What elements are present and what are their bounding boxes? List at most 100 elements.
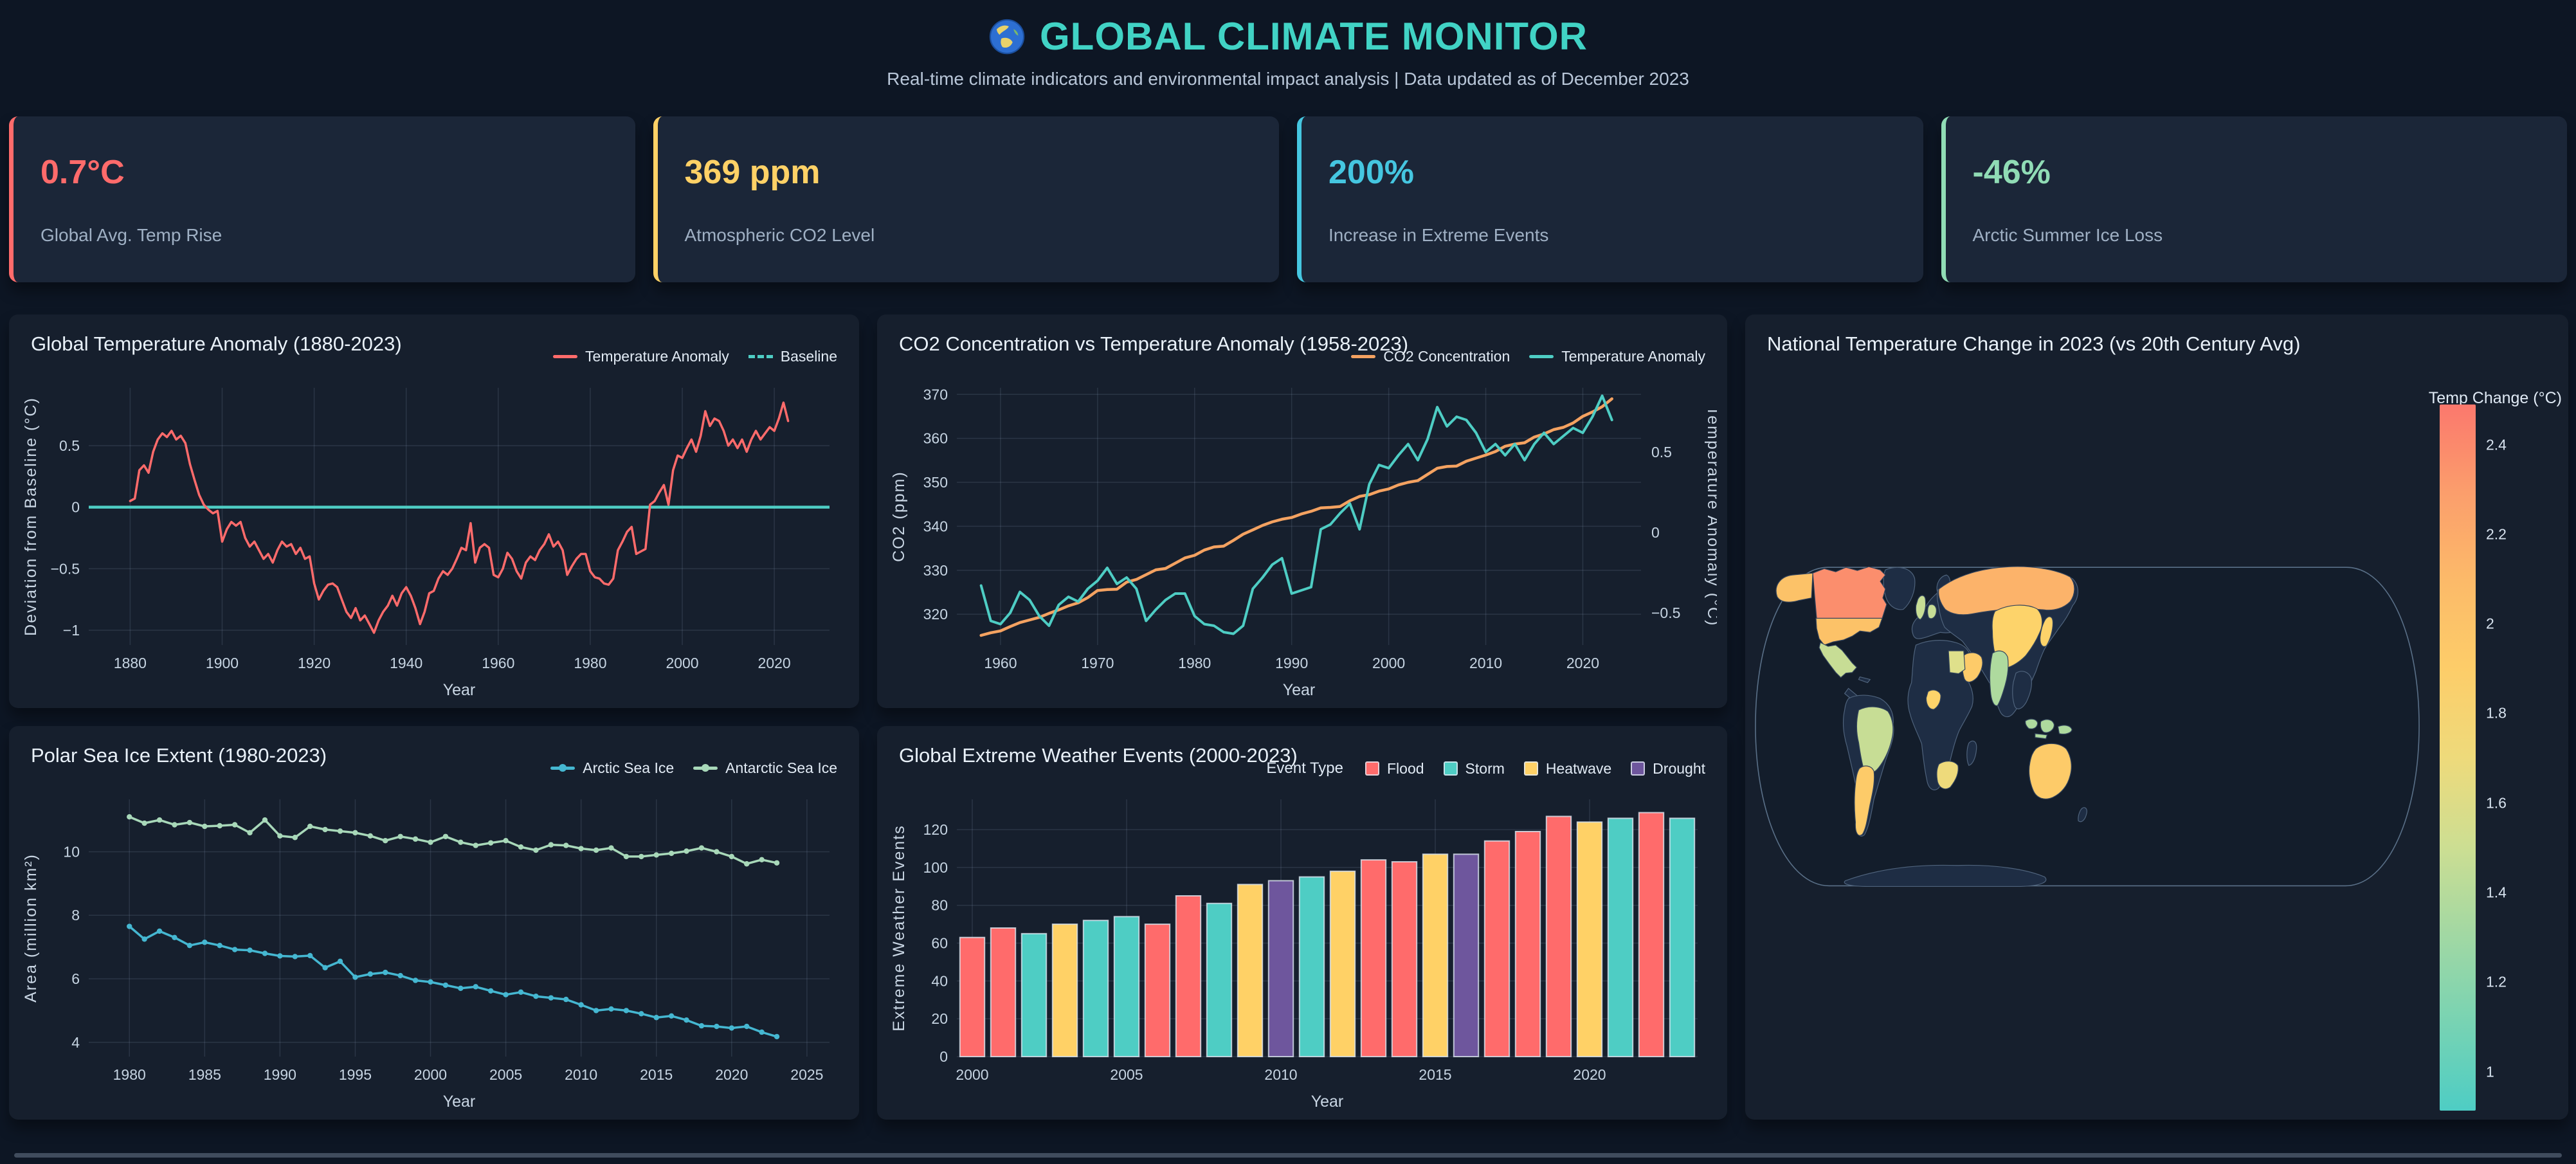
- svg-text:2000: 2000: [1372, 655, 1405, 671]
- colorbar-ticks: 1 1.2 1.4 1.6 1.8 2 2.2 2.4: [2477, 405, 2531, 1111]
- land-indochina: [2012, 671, 2032, 709]
- svg-text:1985: 1985: [188, 1066, 221, 1083]
- legend-label: CO2 Concentration: [1383, 348, 1510, 365]
- country-egypt[interactable]: [1948, 650, 1966, 675]
- chart-card-world-map: National Temperature Change in 2023 (vs …: [1745, 314, 2568, 1120]
- globe-icon: [988, 18, 1026, 55]
- stat-label: Global Avg. Temp Rise: [41, 225, 222, 245]
- svg-text:1900: 1900: [206, 655, 239, 671]
- country-australia[interactable]: [2028, 743, 2072, 799]
- line-swatch: [1529, 355, 1554, 358]
- legend-item-baseline[interactable]: Baseline: [748, 348, 837, 365]
- svg-text:10: 10: [63, 843, 80, 860]
- country-brazil[interactable]: [1856, 706, 1894, 774]
- country-mexico[interactable]: [1819, 642, 1858, 678]
- svg-text:0: 0: [71, 499, 80, 516]
- svg-text:1960: 1960: [984, 655, 1017, 671]
- stat-card-co2-level: 369 ppm Atmospheric CO2 Level: [653, 116, 1279, 282]
- legend-item-co2[interactable]: CO2 Concentration: [1351, 348, 1510, 365]
- svg-text:Year: Year: [1311, 1093, 1344, 1111]
- legend-label: Temperature Anomaly: [1561, 348, 1705, 365]
- svg-text:340: 340: [923, 518, 948, 534]
- chart-title: Global Extreme Weather Events (2000-2023…: [899, 744, 1298, 767]
- country-usa[interactable]: [1815, 617, 1883, 646]
- svg-text:20: 20: [931, 1010, 948, 1027]
- country-japan[interactable]: [2040, 616, 2054, 647]
- country-nigeria[interactable]: [1925, 689, 1941, 710]
- legend-item-drought[interactable]: Drought: [1631, 760, 1705, 778]
- co2-temp-plot[interactable]: 1960 1970 1980 1990 2000 2010 2020 320 330 340 350…: [887, 379, 1717, 700]
- svg-text:2020: 2020: [715, 1066, 748, 1083]
- svg-text:−0.5: −0.5: [1651, 605, 1680, 621]
- chart-title: National Temperature Change in 2023 (vs …: [1767, 332, 2301, 355]
- svg-text:350: 350: [923, 474, 948, 491]
- sea-ice-plot[interactable]: 1980 1985 1990 1995 2000 2005 2010 2015 2020 2025…: [19, 790, 849, 1112]
- stat-value: 200%: [1329, 154, 1414, 191]
- horizontal-scrollbar[interactable]: [14, 1153, 2562, 1158]
- legend-label: Drought: [1653, 759, 1705, 777]
- svg-text:370: 370: [923, 386, 948, 403]
- stat-value: -46%: [1972, 154, 2051, 191]
- svg-text:1990: 1990: [1275, 655, 1308, 671]
- legend-label: Baseline: [780, 348, 837, 365]
- country-russia[interactable]: [1938, 566, 2075, 615]
- svg-text:1920: 1920: [298, 655, 331, 671]
- stat-label: Increase in Extreme Events: [1329, 225, 1549, 245]
- page-title: GLOBAL CLIMATE MONITOR: [1040, 15, 1588, 58]
- svg-text:−1: −1: [63, 622, 80, 639]
- line-dot-swatch: [550, 764, 576, 772]
- country-india[interactable]: [1989, 650, 2009, 706]
- country-canada[interactable]: [1812, 566, 1887, 619]
- svg-text:2010: 2010: [1469, 655, 1502, 671]
- land-madagascar: [1966, 740, 1977, 766]
- svg-text:360: 360: [923, 430, 948, 447]
- svg-text:2010: 2010: [565, 1066, 597, 1083]
- chart-card-sea-ice: Polar Sea Ice Extent (1980-2023) Arctic …: [9, 726, 859, 1120]
- svg-text:1970: 1970: [1081, 655, 1114, 671]
- svg-text:2000: 2000: [666, 655, 698, 671]
- box-swatch: [1631, 761, 1646, 776]
- colorbar[interactable]: [2440, 405, 2476, 1111]
- country-saudi-arabia[interactable]: [1961, 652, 1983, 683]
- svg-text:−0.5: −0.5: [51, 560, 80, 577]
- svg-text:2015: 2015: [1419, 1066, 1451, 1083]
- svg-text:1960: 1960: [482, 655, 514, 671]
- legend-item-heatwave[interactable]: Heatwave: [1523, 760, 1611, 778]
- header: GLOBAL CLIMATE MONITOR Real-time climate…: [0, 0, 2576, 89]
- extreme-events-plot[interactable]: 2000 2005 2010 2015 2020 0 20 40 60 80 100 120 Year E…: [887, 790, 1717, 1112]
- country-south-africa[interactable]: [1936, 761, 1959, 790]
- legend-item-storm[interactable]: Storm: [1443, 759, 1505, 778]
- chart-title: Global Temperature Anomaly (1880-2023): [31, 332, 402, 355]
- chart-title: CO2 Concentration vs Temperature Anomaly…: [899, 332, 1409, 355]
- svg-text:1980: 1980: [574, 655, 606, 671]
- country-germany[interactable]: [1927, 604, 1937, 619]
- legend-item-arctic[interactable]: Arctic Sea Ice: [550, 759, 674, 777]
- svg-text:60: 60: [931, 935, 948, 952]
- page-subtitle: Real-time climate indicators and environ…: [887, 69, 1689, 89]
- country-indonesia[interactable]: [2025, 718, 2073, 740]
- chart-card-co2-temp: CO2 Concentration vs Temperature Anomaly…: [877, 314, 1727, 708]
- country-alaska[interactable]: [1775, 572, 1813, 603]
- svg-text:Area (million km²): Area (million km²): [22, 853, 40, 1003]
- country-argentina[interactable]: [1854, 765, 1875, 836]
- country-uk[interactable]: [1915, 595, 1927, 621]
- svg-text:2005: 2005: [1110, 1066, 1143, 1083]
- svg-text:8: 8: [71, 907, 80, 923]
- legend-item-flood[interactable]: Flood: [1365, 760, 1424, 778]
- chart-card-extreme-events: Global Extreme Weather Events (2000-2023…: [877, 726, 1727, 1120]
- legend-item-temperature-anomaly[interactable]: Temperature Anomaly: [553, 348, 729, 365]
- line-dot-swatch: [693, 764, 718, 772]
- stat-value: 369 ppm: [684, 154, 821, 191]
- colorbar-tick: 1.6: [2486, 794, 2507, 812]
- stat-label: Arctic Summer Ice Loss: [1972, 225, 2163, 245]
- stat-value: 0.7°C: [41, 154, 125, 191]
- legend-item-temp[interactable]: Temperature Anomaly: [1529, 348, 1705, 365]
- svg-text:0: 0: [939, 1048, 948, 1065]
- legend-label: Storm: [1465, 759, 1505, 777]
- stat-card-extreme-events: 200% Increase in Extreme Events: [1297, 116, 1923, 282]
- world-map-plot[interactable]: [1753, 527, 2422, 906]
- colorbar-tick: 1.4: [2486, 884, 2507, 901]
- temp-anomaly-plot[interactable]: 1880 1900 1920 1940 1960 1980 2000 2020 0.5 0 −0.5…: [19, 379, 849, 700]
- legend-item-antarctic[interactable]: Antarctic Sea Ice: [693, 759, 837, 777]
- colorbar-tick: 2: [2486, 615, 2494, 632]
